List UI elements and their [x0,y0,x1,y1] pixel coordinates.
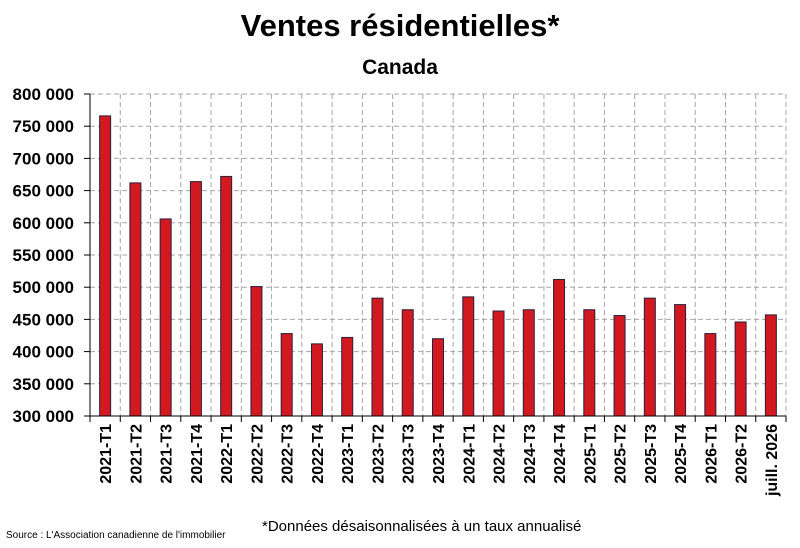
bars [99,115,777,417]
bar [764,314,777,417]
x-tick-label: 2024-T2 [492,424,509,484]
x-tick-label: 2024-T3 [522,424,539,484]
x-tick-label: 2023-T4 [431,424,448,484]
x-tick-label: 2025-T2 [613,424,630,484]
bar [280,333,293,417]
x-tick-label: 2022-T4 [310,424,327,484]
x-tick-label: 2025-T3 [643,424,660,484]
bar [220,175,233,417]
bar [371,297,384,417]
bar [189,181,202,417]
x-tick-label: 2021-T1 [98,424,115,484]
x-tick-label: 2026-T1 [703,424,720,484]
y-tick-label: 400 000 [13,343,74,362]
bar [674,304,687,417]
y-tick-label: 450 000 [13,310,74,329]
y-tick-label: 650 000 [13,182,74,201]
footnote: *Données désaisonnalisées à un taux annu… [262,518,582,535]
y-tick-label: 350 000 [13,375,74,394]
bar [432,338,444,417]
x-tick-label: 2021-T2 [128,424,145,484]
x-tick-label: 2025-T4 [673,424,690,484]
bar [159,218,172,417]
bar [583,309,596,417]
y-tick-label: 550 000 [13,246,74,265]
bar [250,286,263,417]
bar [643,297,656,417]
y-tick-label: 500 000 [13,278,74,297]
chart-title: Ventes résidentielles* [240,8,560,43]
bar [613,315,626,417]
x-tick-label: 2021-T3 [159,424,176,484]
bar [734,321,747,417]
axes [84,93,787,422]
x-tick-label: 2024-T4 [552,424,569,484]
source-note: Source : L'Association canadienne de l'i… [6,530,226,541]
x-tick-label: 2022-T1 [219,424,236,484]
bar [462,296,475,417]
x-tick-label: 2022-T3 [280,424,297,484]
bar [310,343,323,417]
y-axis-tick-labels: 300 000 350 000 400 000 450 000 500 000 550 0… [13,85,74,426]
y-tick-label: 800 000 [13,85,74,104]
x-tick-label: 2026-T2 [734,424,751,484]
y-tick-label: 750 000 [13,117,74,136]
bar [553,278,566,417]
x-tick-label: 2025-T1 [582,424,599,484]
x-tick-label: 2023-T1 [340,424,357,484]
bar [522,309,535,417]
x-tick-label: 2021-T4 [189,424,206,484]
x-tick-label: juill. 2026 [764,424,781,497]
bar [401,309,414,417]
x-axis-tick-labels: 2021-T1 2021-T2 2021-T3 2021-T4 2022-T1 2022-… [98,424,781,497]
x-tick-label: 2023-T2 [370,424,387,484]
bar [99,115,112,417]
y-tick-label: 600 000 [13,214,74,233]
x-tick-label: 2022-T2 [249,424,266,484]
bar [129,182,142,417]
bar [341,336,354,417]
bar [492,310,505,417]
chart-subtitle: Canada [362,56,438,79]
x-tick-label: 2024-T1 [461,424,478,484]
y-tick-label: 300 000 [13,407,74,426]
bar [704,333,717,417]
x-tick-label: 2023-T3 [401,424,418,484]
y-tick-label: 700 000 [13,149,74,168]
